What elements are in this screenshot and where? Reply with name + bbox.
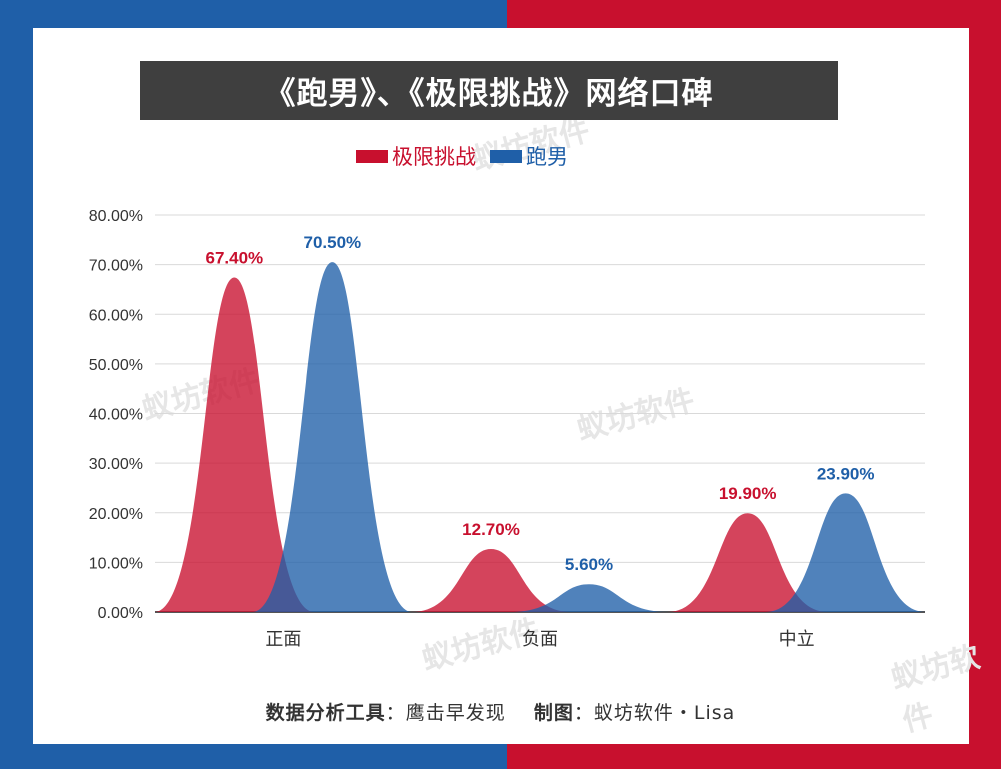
- area-mark: [411, 548, 571, 612]
- area-mark: [252, 262, 413, 612]
- y-tick-label: 10.00%: [89, 555, 143, 572]
- y-tick-label: 50.00%: [89, 357, 143, 374]
- footer-sep: ：: [385, 702, 406, 724]
- legend-label: 极限挑战: [392, 145, 476, 169]
- y-tick-label: 40.00%: [89, 407, 143, 424]
- legend-swatch-blue: [490, 149, 522, 163]
- y-tick-label: 30.00%: [89, 456, 143, 473]
- footer-tool-label: 数据分析工具: [265, 702, 386, 724]
- legend-swatch-red: [356, 149, 388, 163]
- legend-item-paonan: 跑男: [490, 141, 568, 171]
- footer-author-label: 制图: [533, 702, 574, 724]
- chart-panel: [33, 28, 969, 744]
- data-label: 12.70%: [462, 520, 520, 539]
- area-mark: [154, 277, 315, 612]
- x-tick-label: 中立: [779, 629, 815, 650]
- y-tick-label: 70.00%: [89, 258, 143, 275]
- data-label: 5.60%: [565, 555, 613, 574]
- legend: 极限挑战 跑男: [356, 141, 582, 171]
- data-label: 67.40%: [205, 249, 263, 268]
- legend-item-jixian: 极限挑战: [356, 141, 476, 171]
- y-tick-label: 0.00%: [98, 605, 143, 622]
- data-label: 70.50%: [303, 233, 361, 252]
- area-mark: [509, 584, 669, 612]
- area-mark: [765, 493, 926, 612]
- x-tick-label: 正面: [265, 629, 301, 650]
- y-tick-label: 20.00%: [89, 506, 143, 523]
- footer-sep: ：: [573, 702, 594, 724]
- y-tick-label: 80.00%: [89, 208, 143, 225]
- data-label: 19.90%: [719, 484, 777, 503]
- footer-tool-value: 鹰击早发现: [405, 702, 506, 724]
- legend-label: 跑男: [526, 145, 568, 169]
- chart-title: 《跑男》、《极限挑战》网络口碑: [140, 61, 838, 120]
- footer-author-value: 蚁坊软件・Lisa: [593, 702, 736, 724]
- y-tick-label: 60.00%: [89, 307, 143, 324]
- footer: 数据分析工具：鹰击早发现 制图：蚁坊软件・Lisa: [0, 698, 1001, 725]
- area-mark: [667, 513, 828, 612]
- data-label: 23.90%: [817, 464, 875, 483]
- x-tick-label: 负面: [522, 629, 558, 650]
